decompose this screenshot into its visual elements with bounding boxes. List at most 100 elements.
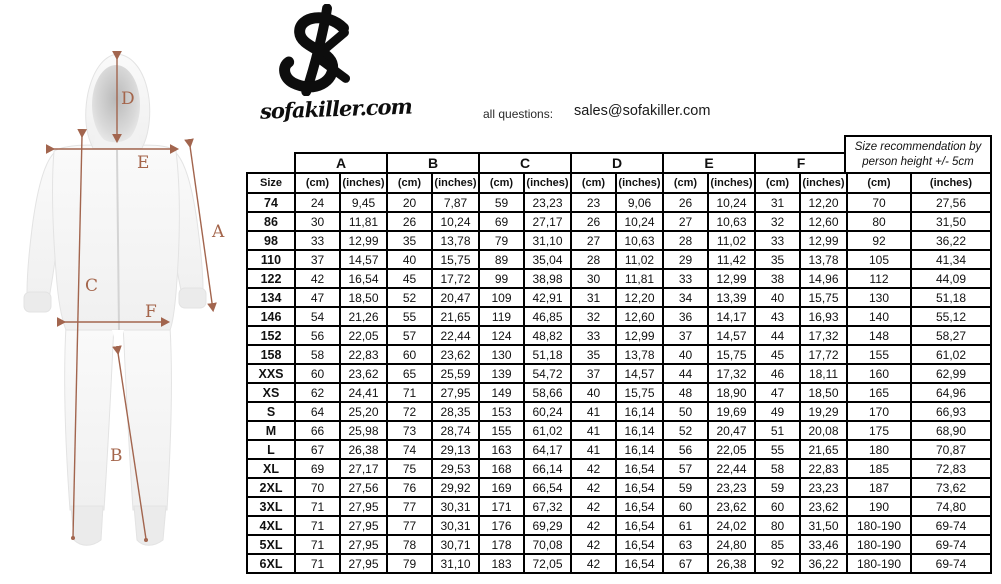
- measurement-cell: 15,75: [615, 382, 664, 403]
- measurement-cell: 24,80: [707, 534, 756, 555]
- measurement-cell: 29: [662, 249, 709, 270]
- contact-email: sales@sofakiller.com: [574, 103, 711, 119]
- table-row: 2XL 70 27,56 76 29,92 169 66,54 42 16,54 59 23,23 5…: [246, 477, 992, 498]
- unit-inches-header: (inches): [339, 172, 388, 194]
- measurement-cell: 64,17: [523, 439, 572, 460]
- size-cell: M: [246, 420, 296, 441]
- measurement-cell: 54: [294, 306, 341, 327]
- unit-cm-header: (cm): [662, 172, 709, 194]
- measurement-cell: 69: [294, 458, 341, 479]
- measurement-cell: 58,27: [910, 325, 992, 346]
- measurement-cell: 22,83: [799, 458, 848, 479]
- measurement-cell: 124: [478, 325, 525, 346]
- unit-inches-header: (inches): [910, 172, 992, 194]
- label-f: F: [145, 302, 157, 322]
- unit-cm-header: (cm): [478, 172, 525, 194]
- measurement-cell: 12,99: [799, 230, 848, 251]
- measurement-cell: 79: [386, 553, 433, 574]
- measurement-cell: 24: [294, 192, 341, 213]
- table-row: S 64 25,20 72 28,35 153 60,24 41 16,14 50 19,69 49 1…: [246, 401, 992, 422]
- measurement-cell: 57: [662, 458, 709, 479]
- size-cell: 74: [246, 192, 296, 213]
- measurement-cell: 187: [846, 477, 912, 498]
- measurement-cell: 80: [846, 211, 912, 232]
- measurement-cell: 58: [294, 344, 341, 365]
- measurement-cell: 29,13: [431, 439, 480, 460]
- measurement-cell: 33: [570, 325, 617, 346]
- label-c: C: [85, 276, 98, 296]
- measurement-cell: 12,99: [707, 268, 756, 289]
- measurement-cell: 15,75: [431, 249, 480, 270]
- measurement-cell: 27: [662, 211, 709, 232]
- measurement-cell: 28,35: [431, 401, 480, 422]
- measurement-cell: 26: [570, 211, 617, 232]
- measurement-cell: 21,26: [339, 306, 388, 327]
- measurement-cell: 41: [570, 401, 617, 422]
- measurement-cell: 92: [754, 553, 801, 574]
- measurement-cell: 40: [570, 382, 617, 403]
- measurement-cell: 67: [662, 553, 709, 574]
- measurement-cell: 42: [570, 496, 617, 517]
- measurement-cell: 18,50: [799, 382, 848, 403]
- measurement-cell: 23,23: [707, 477, 756, 498]
- measurement-cell: 139: [478, 363, 525, 384]
- measurement-cell: 23,62: [707, 496, 756, 517]
- measurement-cell: 35: [386, 230, 433, 251]
- measurement-cell: 41: [570, 439, 617, 460]
- label-b: B: [110, 446, 123, 466]
- measurement-cell: 48: [662, 382, 709, 403]
- measurement-cell: 27,95: [339, 515, 388, 536]
- measurement-cell: 42: [570, 515, 617, 536]
- measurement-cell: 71: [294, 515, 341, 536]
- measurement-cell: 12,20: [799, 192, 848, 213]
- measurement-cell: 69-74: [910, 553, 992, 574]
- measurement-cell: 31: [570, 287, 617, 308]
- measurement-cell: 59: [478, 192, 525, 213]
- measurement-cell: 67,32: [523, 496, 572, 517]
- measurement-cell: 58: [754, 458, 801, 479]
- measurement-cell: 13,78: [431, 230, 480, 251]
- measurement-cell: 30: [570, 268, 617, 289]
- measurement-cell: 36: [662, 306, 709, 327]
- size-cell: 152: [246, 325, 296, 346]
- measurement-cell: 60: [754, 496, 801, 517]
- measurement-cell: 44: [754, 325, 801, 346]
- size-cell: S: [246, 401, 296, 422]
- measurement-cell: 55,12: [910, 306, 992, 327]
- measurement-cell: 10,63: [707, 211, 756, 232]
- measurement-cell: 42: [570, 458, 617, 479]
- measurement-cell: 112: [846, 268, 912, 289]
- measurement-cell: 16,93: [799, 306, 848, 327]
- measurement-cell: 20,47: [431, 287, 480, 308]
- size-cell: 158: [246, 344, 296, 365]
- measurement-cell: 69-74: [910, 515, 992, 536]
- measurement-cell: 59: [754, 477, 801, 498]
- measurement-cell: 51: [754, 420, 801, 441]
- unit-cm-header: (cm): [754, 172, 801, 194]
- measurement-cell: 40: [754, 287, 801, 308]
- measurement-cell: 13,39: [707, 287, 756, 308]
- table-row: XS 62 24,41 71 27,95 149 58,66 40 15,75 48 18,90 47…: [246, 382, 992, 403]
- measurement-cell: 10,24: [707, 192, 756, 213]
- measurement-cell: 26: [662, 192, 709, 213]
- measurement-cell: 37: [294, 249, 341, 270]
- measurement-cell: 178: [478, 534, 525, 555]
- measurement-cell: 99: [478, 268, 525, 289]
- size-cell: 122: [246, 268, 296, 289]
- size-cell: 146: [246, 306, 296, 327]
- measurement-cell: 16,14: [615, 401, 664, 422]
- measurement-cell: 77: [386, 496, 433, 517]
- table-row: 5XL 71 27,95 78 30,71 178 70,08 42 16,54 63 24,80 8…: [246, 534, 992, 555]
- measurement-cell: 17,72: [431, 268, 480, 289]
- measurement-cell: 12,99: [339, 230, 388, 251]
- measurement-cell: 12,60: [799, 211, 848, 232]
- group-header-e: E: [662, 152, 756, 174]
- measurement-cell: 47: [754, 382, 801, 403]
- arrow-a: [184, 138, 217, 313]
- measurement-cell: 11,81: [615, 268, 664, 289]
- measurement-cell: 26: [386, 211, 433, 232]
- measurement-cell: 168: [478, 458, 525, 479]
- measurement-cell: 10,24: [431, 211, 480, 232]
- measurement-cell: 49: [754, 401, 801, 422]
- measurement-cell: 12,60: [615, 306, 664, 327]
